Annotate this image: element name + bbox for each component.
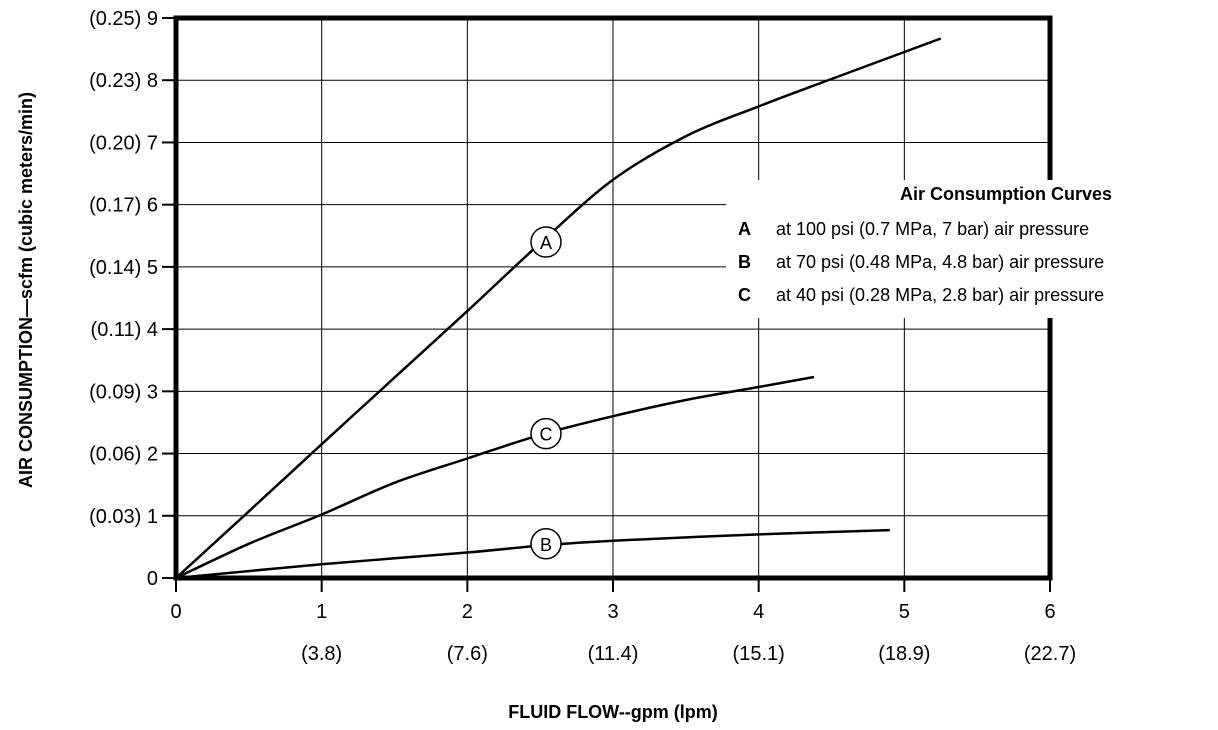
y-tick-label: (0.06) 2 xyxy=(89,444,158,466)
legend-key-b: B xyxy=(738,252,751,272)
x-tick-sublabel: (7.6) xyxy=(447,643,488,665)
curve-a-label: A xyxy=(540,233,552,253)
x-tick-sublabel: (15.1) xyxy=(733,643,785,665)
y-tick-label: (0.09) 3 xyxy=(89,381,158,403)
curve-b-label: B xyxy=(540,535,552,555)
curve-c-line xyxy=(175,375,815,580)
curve-c-label-circle xyxy=(530,417,562,450)
y-axis-title: AIR CONSUMPTION—scfm (cubic meters/min) xyxy=(16,92,36,488)
y-tick-label: (0.11) 4 xyxy=(91,319,158,341)
curve-a-label-circle xyxy=(530,226,562,258)
x-tick-label: 1 xyxy=(316,601,327,623)
curve-labels: A B C xyxy=(530,226,562,560)
x-tick-sublabel: (3.8) xyxy=(301,643,342,665)
legend-entry-a: at 100 psi (0.7 MPa, 7 bar) air pressure xyxy=(776,219,1089,239)
x-axis-title: FLUID FLOW--gpm (lpm) xyxy=(508,702,718,722)
legend-background xyxy=(726,180,1218,318)
curve-b-label-circle xyxy=(530,528,562,560)
x-tick-sublabel: (22.7) xyxy=(1024,643,1076,665)
legend-key-a: A xyxy=(738,219,751,239)
y-tick-label: 0 xyxy=(147,568,158,590)
x-tick-label: 6 xyxy=(1044,601,1055,623)
y-tick-label: (0.03) 1 xyxy=(89,506,158,528)
legend-entry-b: at 70 psi (0.48 MPa, 4.8 bar) air pressu… xyxy=(776,252,1104,272)
x-tick-label: 2 xyxy=(462,601,473,623)
y-tick-label: (0.23) 8 xyxy=(89,70,158,92)
x-tick-label: 0 xyxy=(170,601,181,623)
x-axis-ticks: 0 1 (3.8) 2 (7.6) 3 (11.4) 4 (15.1) 5 (18.9) 6 (22.7… xyxy=(170,578,1076,665)
x-tick-label: 3 xyxy=(607,601,618,623)
curve-c-label: C xyxy=(539,425,552,445)
x-tick-label: 5 xyxy=(899,601,910,623)
x-tick-sublabel: (11.4) xyxy=(588,643,639,665)
legend-key-c: C xyxy=(738,285,751,305)
y-tick-label: (0.25) 9 xyxy=(89,8,158,30)
y-tick-label: (0.14) 5 xyxy=(89,257,158,279)
x-tick-sublabel: (18.9) xyxy=(878,643,930,665)
y-axis-ticks: 0 (0.03) 1 (0.06) 2 (0.09) 3 (0.11) 4 (0.14) … xyxy=(89,8,176,590)
legend-entry-c: at 40 psi (0.28 MPa, 2.8 bar) air pressu… xyxy=(776,285,1104,305)
legend-title: Air Consumption Curves xyxy=(900,184,1112,204)
y-tick-label: (0.20) 7 xyxy=(89,132,158,154)
y-tick-label: (0.17) 6 xyxy=(89,195,158,217)
x-tick-label: 4 xyxy=(753,601,764,623)
